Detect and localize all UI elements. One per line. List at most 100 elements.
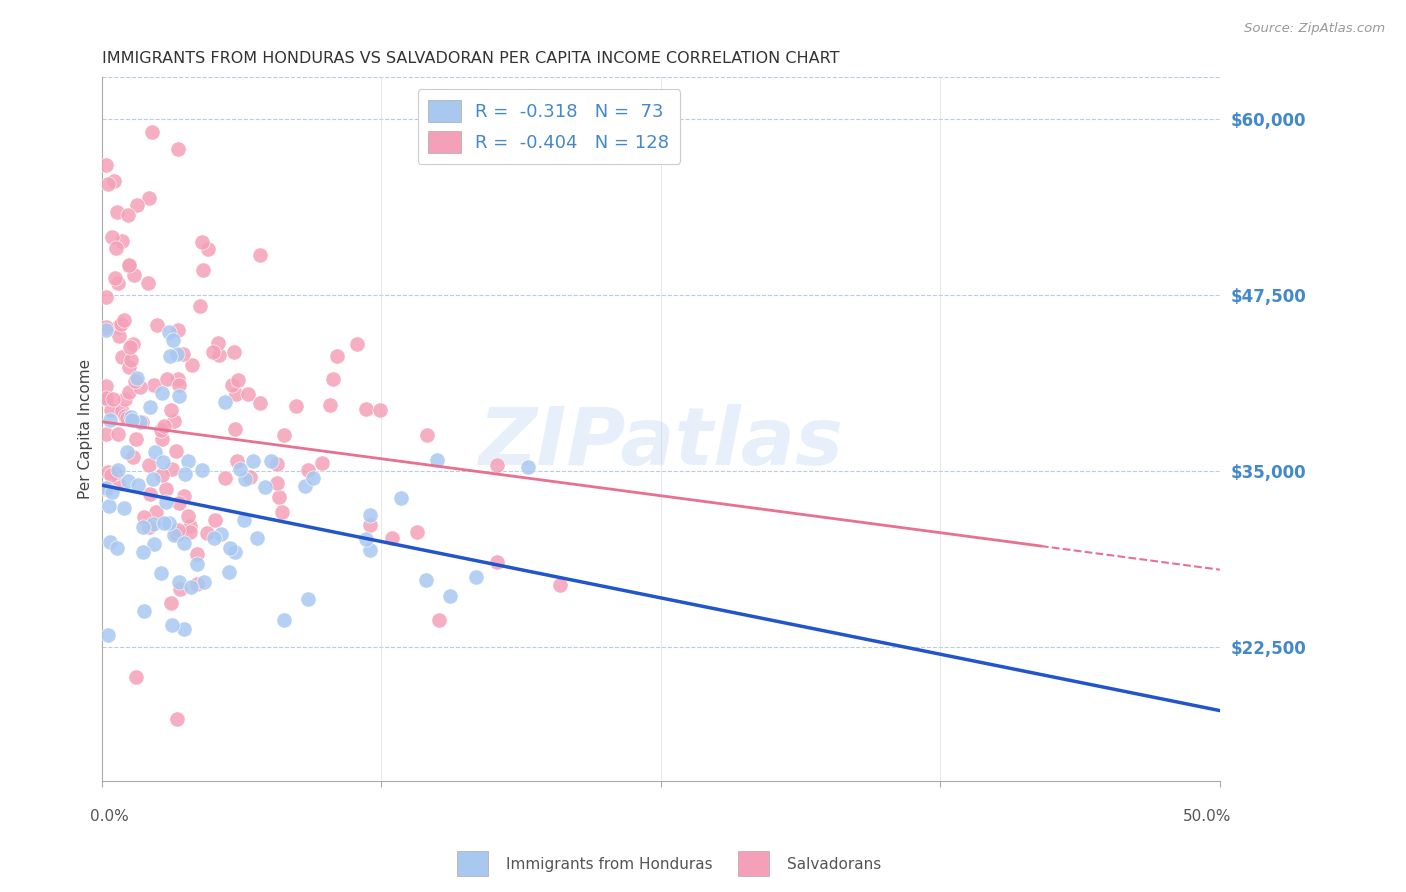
- Point: [416, 428, 439, 442]
- Point: [167, 495, 190, 509]
- Point: [209, 527, 232, 541]
- Text: 0.0%: 0.0%: [90, 809, 129, 824]
- Point: [548, 578, 571, 592]
- Point: [111, 404, 134, 418]
- Point: [94, 482, 117, 496]
- Point: [346, 337, 368, 351]
- Point: [273, 427, 295, 442]
- Point: [485, 458, 508, 473]
- Point: [165, 444, 187, 458]
- Point: [233, 472, 256, 486]
- Point: [114, 409, 136, 424]
- Point: [260, 454, 283, 468]
- Point: [138, 191, 160, 205]
- Point: [297, 463, 319, 477]
- Point: [160, 462, 183, 476]
- Point: [359, 517, 381, 532]
- Point: [153, 418, 176, 433]
- Point: [150, 468, 173, 483]
- Point: [114, 392, 136, 407]
- Point: [229, 462, 252, 476]
- Text: IMMIGRANTS FROM HONDURAS VS SALVADORAN PER CAPITA INCOME CORRELATION CHART: IMMIGRANTS FROM HONDURAS VS SALVADORAN P…: [101, 51, 839, 66]
- Legend: R =  -0.318   N =  73, R =  -0.404   N = 128: R = -0.318 N = 73, R = -0.404 N = 128: [418, 89, 681, 164]
- Point: [415, 573, 437, 587]
- Point: [94, 392, 117, 406]
- Point: [121, 413, 143, 427]
- Text: ZIPatlas: ZIPatlas: [478, 404, 844, 482]
- Point: [97, 628, 120, 642]
- Point: [155, 482, 177, 496]
- Point: [193, 575, 215, 590]
- Point: [125, 669, 148, 683]
- Text: Salvadorans: Salvadorans: [787, 857, 882, 872]
- Point: [186, 557, 208, 571]
- Point: [166, 323, 188, 337]
- Point: [94, 481, 117, 495]
- Point: [226, 454, 249, 468]
- Point: [145, 505, 167, 519]
- Point: [249, 396, 271, 410]
- Point: [152, 516, 174, 531]
- Point: [101, 484, 124, 499]
- Point: [160, 617, 183, 632]
- Point: [94, 379, 117, 393]
- Point: [112, 313, 135, 327]
- Point: [143, 445, 166, 459]
- Point: [111, 350, 134, 364]
- Y-axis label: Per Capita Income: Per Capita Income: [79, 359, 93, 499]
- Point: [100, 535, 122, 549]
- Point: [266, 457, 288, 471]
- Point: [104, 271, 127, 285]
- Point: [103, 174, 125, 188]
- Point: [138, 458, 160, 472]
- Point: [359, 508, 381, 522]
- Point: [517, 459, 540, 474]
- Point: [139, 400, 162, 414]
- Point: [208, 348, 231, 362]
- Point: [122, 450, 145, 464]
- Point: [142, 517, 165, 532]
- Point: [267, 490, 290, 504]
- Point: [197, 242, 219, 256]
- Point: [297, 591, 319, 606]
- Point: [107, 477, 129, 491]
- Point: [224, 422, 246, 436]
- Point: [103, 466, 125, 480]
- Point: [191, 463, 214, 477]
- Point: [186, 547, 208, 561]
- Point: [465, 570, 488, 584]
- Point: [118, 259, 141, 273]
- Point: [124, 432, 146, 446]
- Point: [202, 344, 225, 359]
- Point: [122, 268, 145, 283]
- Point: [124, 374, 146, 388]
- Point: [177, 454, 200, 468]
- Point: [94, 158, 117, 172]
- Point: [157, 325, 180, 339]
- Point: [180, 580, 202, 594]
- Point: [117, 474, 139, 488]
- Point: [173, 536, 195, 550]
- Point: [485, 555, 508, 569]
- Point: [359, 543, 381, 558]
- Point: [105, 205, 128, 219]
- Text: Source: ZipAtlas.com: Source: ZipAtlas.com: [1244, 22, 1385, 36]
- Point: [181, 359, 204, 373]
- Point: [100, 468, 122, 483]
- Point: [177, 508, 200, 523]
- Point: [100, 403, 122, 417]
- Point: [242, 453, 264, 467]
- Point: [224, 345, 246, 359]
- Point: [225, 387, 247, 401]
- Point: [112, 500, 135, 515]
- Point: [162, 334, 184, 348]
- Point: [150, 432, 173, 446]
- Point: [105, 241, 128, 255]
- Point: [107, 427, 129, 442]
- Point: [167, 372, 190, 386]
- Point: [166, 526, 188, 541]
- Text: Immigrants from Honduras: Immigrants from Honduras: [506, 857, 713, 872]
- Point: [285, 399, 308, 413]
- Point: [246, 531, 269, 545]
- Point: [224, 544, 246, 558]
